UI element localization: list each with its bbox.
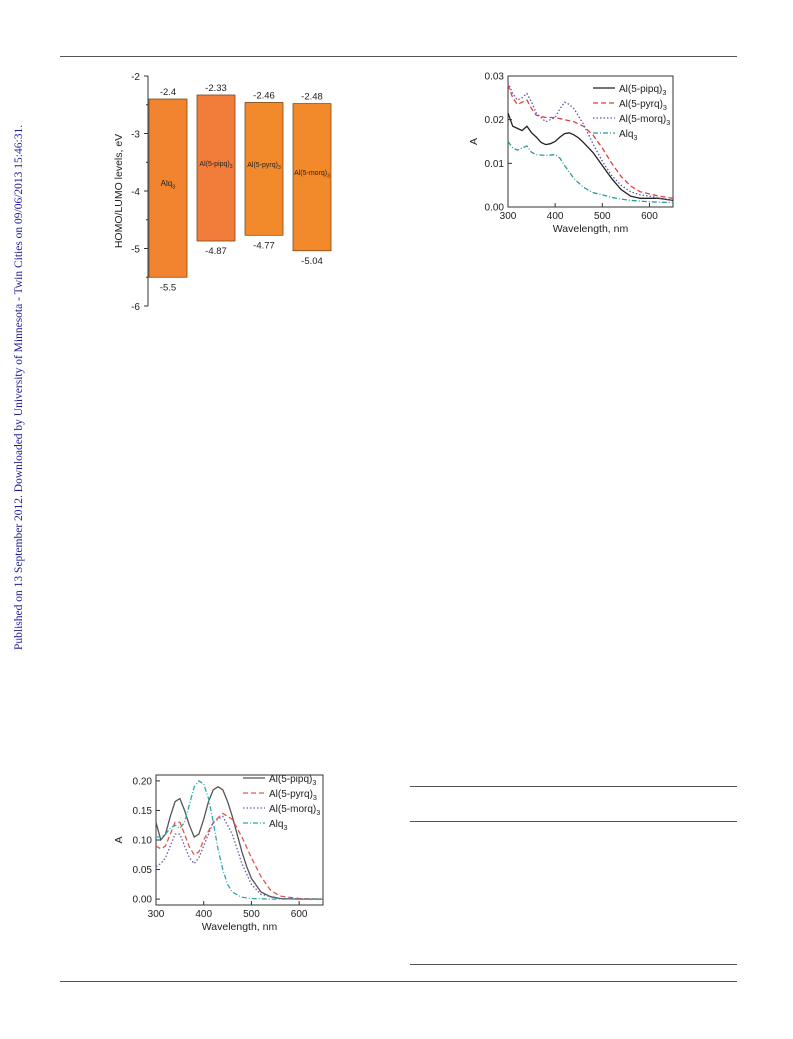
y-tick-label: -4 (131, 187, 140, 198)
table-bottom-rule (410, 964, 737, 965)
bar-name-label: Al(5-pyrq)3 (247, 162, 281, 171)
x-axis-label: Wavelength, nm (553, 223, 629, 235)
homo-lumo-bar-chart: -2 -3 -4 -5 -6 HOMO/LUMO levels, eV -2.4 -5.5 Al… (113, 72, 332, 313)
lumo-value-label: -2.46 (253, 90, 275, 101)
series-line-2 (507, 82, 674, 202)
series-line-1 (507, 84, 674, 199)
homo-value-label: -5.04 (301, 256, 323, 267)
absorption-chart-top: 300 400 500 600 0.00 0.01 0.02 0.03 Wavelength, … (468, 72, 674, 235)
series-line-0 (155, 786, 323, 900)
homo-value-label: -5.5 (160, 282, 176, 293)
bar-2 (244, 102, 284, 236)
y-axis-label: A (113, 836, 125, 843)
footer-rule (60, 981, 737, 982)
y-tick-label: 0.00 (133, 895, 153, 906)
table-top-rule (410, 786, 737, 787)
y-tick-label: 0.20 (133, 776, 153, 787)
y-tick-label: 0.03 (485, 72, 505, 83)
x-tick-label: 300 (500, 211, 517, 222)
x-tick-label: 500 (243, 909, 260, 920)
y-tick-label: 0.05 (133, 865, 153, 876)
x-tick-label: 600 (291, 909, 308, 920)
x-axis-label: Wavelength, nm (202, 921, 278, 933)
legend-label: Alq3 (619, 129, 637, 142)
absorption-chart-bottom: 300 400 500 600 0.00 0.05 0.10 0.15 0.20 Waveleng… (113, 774, 324, 933)
legend-label: Alq3 (269, 819, 287, 832)
y-tick-label: -5 (131, 245, 140, 256)
lumo-value-label: -2.33 (205, 83, 227, 94)
bar-name-label: Al(5-morq)3 (294, 170, 330, 179)
y-tick-label: 0.00 (485, 203, 505, 214)
series-line-2 (155, 815, 324, 900)
homo-value-label: -4.87 (205, 246, 227, 257)
plot-frame (507, 75, 674, 208)
y-tick-label: -6 (131, 302, 140, 313)
legend-label: Al(5-morq)3 (619, 114, 670, 127)
y-tick-label: 0.01 (485, 159, 505, 170)
y-tick-label: 0.10 (133, 836, 153, 847)
legend-label: Al(5-pipq)3 (269, 774, 316, 787)
y-tick-label: -3 (131, 130, 140, 141)
y-tick-label: 0.02 (485, 115, 505, 126)
bar-name-label: Alq3 (161, 179, 176, 190)
legend-label: Al(5-morq)3 (269, 804, 320, 817)
series-line-3 (507, 141, 674, 204)
y-tick-label: -2 (131, 72, 140, 83)
header-rule (60, 56, 737, 57)
download-watermark-text: Published on 13 September 2012. Download… (13, 124, 25, 650)
x-tick-label: 400 (195, 909, 212, 920)
x-tick-label: 600 (641, 211, 658, 222)
homo-value-label: -4.77 (253, 240, 275, 251)
legend-label: Al(5-pipq)3 (619, 84, 666, 97)
table-header-rule (410, 821, 737, 822)
download-watermark: Published on 13 September 2012. Download… (3, 125, 25, 670)
legend-label: Al(5-pyrq)3 (619, 99, 667, 112)
lumo-value-label: -2.4 (160, 87, 176, 98)
x-tick-label: 400 (547, 211, 564, 222)
series-line-1 (155, 812, 324, 900)
bar-0 (148, 98, 188, 278)
bar-name-label: Al(5-pipq)3 (199, 161, 232, 170)
bar-3 (292, 103, 332, 252)
y-axis-label: A (468, 138, 480, 145)
x-tick-label: 300 (148, 909, 165, 920)
lumo-value-label: -2.48 (301, 92, 323, 103)
series-line-0 (507, 112, 674, 202)
bar-1 (196, 94, 236, 242)
y-tick-label: 0.15 (133, 806, 153, 817)
y-axis-label: HOMO/LUMO levels, eV (113, 134, 125, 248)
x-tick-label: 500 (594, 211, 611, 222)
legend-label: Al(5-pyrq)3 (269, 789, 317, 802)
